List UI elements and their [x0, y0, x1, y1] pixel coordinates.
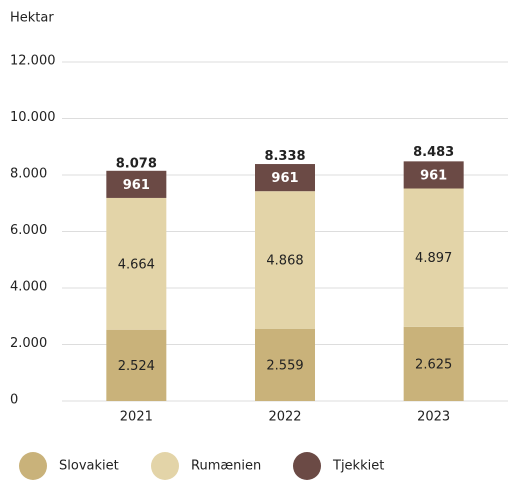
- bar-segment: [255, 164, 315, 192]
- legend-swatch: [293, 452, 321, 480]
- bar-segment: [255, 191, 315, 329]
- data-label: 2.559: [266, 358, 303, 373]
- legend-swatch: [151, 452, 179, 480]
- bar-segment: [403, 161, 464, 189]
- bar-segment: [106, 170, 167, 198]
- y-tick-label: 8.000: [10, 167, 47, 182]
- bar-segment: [403, 188, 464, 327]
- y-tick-label: 2.000: [10, 336, 47, 351]
- legend-label: Slovakiet: [59, 459, 119, 474]
- legend-swatch: [19, 452, 47, 480]
- bar-segment: [255, 328, 315, 401]
- total-label: 8.078: [116, 156, 157, 171]
- y-tick-label: 6.000: [10, 223, 47, 238]
- y-tick-label: 12.000: [10, 54, 56, 69]
- bar-segment: [106, 197, 167, 330]
- data-label: 4.664: [118, 257, 155, 272]
- bar-segment: [403, 326, 464, 401]
- y-tick-label: 4.000: [10, 280, 47, 295]
- y-tick-label: 0: [10, 393, 18, 408]
- legend-label: Tjekkiet: [332, 459, 384, 474]
- data-label: 4.868: [266, 253, 303, 268]
- y-tick-label: 10.000: [10, 110, 56, 125]
- x-tick-label: 2022: [268, 410, 301, 425]
- total-label: 8.483: [413, 145, 454, 160]
- data-label: 4.897: [415, 251, 452, 266]
- data-label: 961: [420, 168, 447, 183]
- data-label: 961: [271, 171, 298, 186]
- x-tick-label: 2023: [417, 410, 450, 425]
- data-label: 2.524: [118, 359, 155, 374]
- x-tick-label: 2021: [120, 410, 153, 425]
- bar-segment: [106, 329, 167, 401]
- y-axis-label: Hektar: [10, 11, 54, 26]
- legend-label: Rumænien: [191, 459, 261, 474]
- data-label: 2.625: [415, 357, 452, 372]
- total-label: 8.338: [264, 149, 305, 164]
- data-label: 961: [123, 178, 150, 193]
